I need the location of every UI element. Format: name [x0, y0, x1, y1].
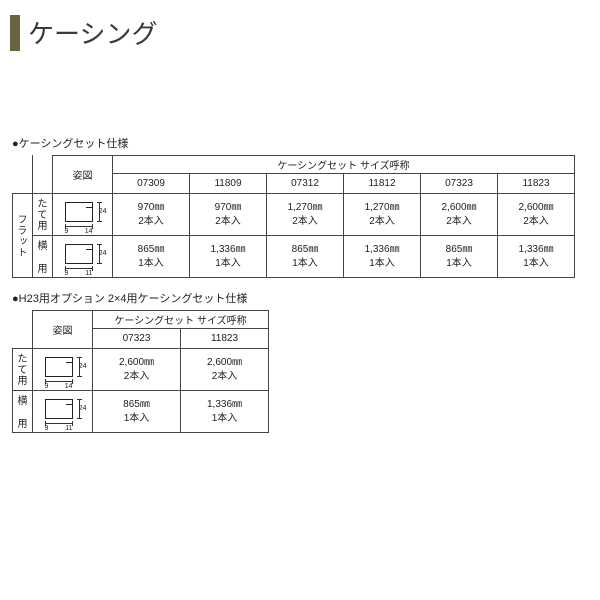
row-label: 横 用	[13, 393, 28, 431]
spec-table-1: 姿図 ケーシングセット サイズ呼称 07309 11809 07312 1181…	[12, 155, 575, 278]
title-accent-bar	[10, 15, 20, 51]
page-title: ケーシング	[28, 14, 157, 51]
size-code: 11823	[181, 329, 269, 349]
shape-diagram: 24 911	[41, 395, 85, 429]
table-row: 横 用 24 911 865㎜1本入 1,336㎜1本入 865㎜1本入 1,3…	[13, 236, 575, 278]
section-label-2: ●H23用オプション 2×4用ケーシングセット仕様	[0, 290, 600, 310]
size-code: 07312	[267, 174, 344, 194]
row-label: 横 用	[33, 238, 48, 276]
table-row: フラット たて用 24 914 970㎜2本入 970㎜2本入 1,270㎜2本…	[13, 194, 575, 236]
size-code: 07323	[93, 329, 181, 349]
spec-table-2: 姿図 ケーシングセット サイズ呼称 07323 11823 たて用 24 914…	[12, 310, 269, 433]
size-code: 07323	[421, 174, 498, 194]
size-code: 11823	[498, 174, 575, 194]
row-label: たて用	[33, 196, 48, 233]
spacer	[0, 75, 600, 135]
shape-diagram: 24 914	[41, 353, 85, 387]
size-code: 07309	[113, 174, 190, 194]
diagram-col-head: 姿図	[53, 156, 113, 194]
size-code: 11809	[190, 174, 267, 194]
page-title-block: ケーシング	[0, 0, 600, 75]
diagram-col-head: 姿図	[33, 311, 93, 349]
table-row: たて用 24 914 2,600㎜2本入 2,600㎜2本入	[13, 349, 269, 391]
size-group-header: ケーシングセット サイズ呼称	[113, 156, 575, 174]
shape-diagram: 24 914	[61, 198, 105, 232]
section-label-1: ●ケーシングセット仕様	[0, 135, 600, 155]
row-label: たて用	[13, 351, 28, 388]
size-code: 11812	[344, 174, 421, 194]
shape-diagram: 24 911	[61, 240, 105, 274]
group-label: フラット	[13, 212, 28, 260]
size-group-header: ケーシングセット サイズ呼称	[93, 311, 269, 329]
table-row: 横 用 24 911 865㎜1本入 1,336㎜1本入	[13, 391, 269, 433]
